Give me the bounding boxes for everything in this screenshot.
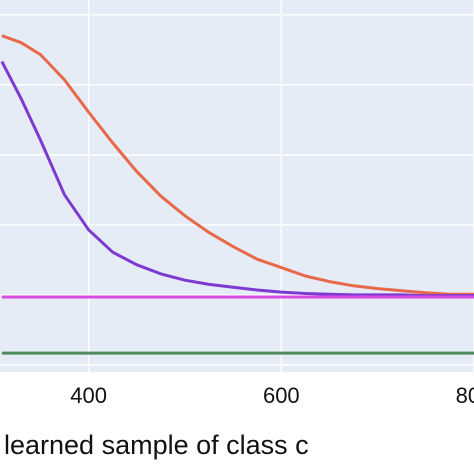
x-tick-label: 800	[456, 383, 474, 408]
x-tick-label: 400	[70, 383, 107, 408]
plot-area	[0, 0, 474, 372]
series-line	[1, 34, 474, 296]
x-tick-label: 600	[263, 383, 300, 408]
series-line	[0, 60, 474, 298]
x-axis-label: learned sample of class c	[4, 430, 309, 460]
